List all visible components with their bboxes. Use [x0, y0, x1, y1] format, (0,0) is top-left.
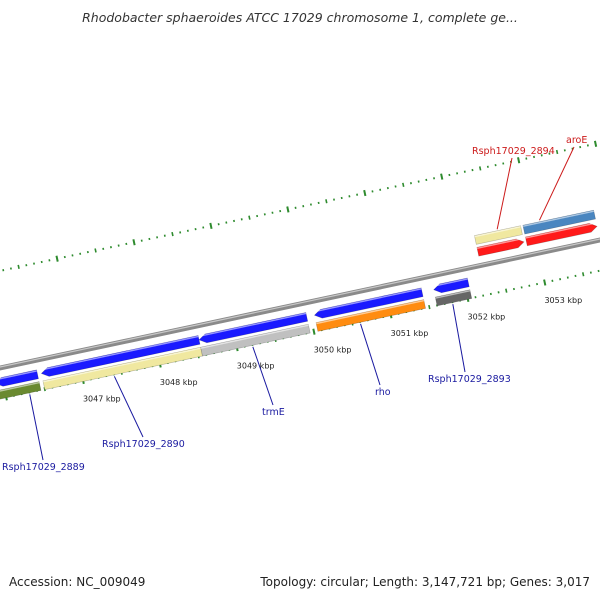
gene-label[interactable]: aroE	[539, 135, 587, 221]
scale-tick	[428, 304, 431, 310]
gene-label[interactable]: rho	[360, 323, 391, 398]
scale-tick	[94, 248, 97, 253]
upper-tick-row	[2, 140, 598, 272]
reverse-gene-arrow[interactable]	[198, 312, 309, 344]
gene-label-text: trmE	[262, 407, 285, 418]
scale-tick	[517, 157, 521, 164]
accession-text: Accession: NC_009049	[9, 575, 146, 589]
kbp-label: 3048 kbp	[160, 378, 198, 387]
scale-tick	[581, 272, 585, 277]
gene-label[interactable]: trmE	[252, 346, 285, 418]
reverse-gene-box[interactable]	[315, 299, 426, 332]
reverse-gene-arrow[interactable]	[433, 277, 470, 294]
gene-label[interactable]: Rsph17029_2894	[472, 146, 555, 230]
reverse-gene-box[interactable]	[200, 323, 311, 357]
reverse-gene-box[interactable]	[434, 289, 473, 307]
scale-tick	[171, 231, 174, 237]
kbp-label: 3053 kbp	[544, 296, 582, 305]
kbp-label: 3049 kbp	[237, 362, 275, 371]
scale-tick	[440, 173, 444, 180]
page-title: Rhodobacter sphaeroides ATCC 17029 chrom…	[82, 10, 518, 25]
forward-gene-arrow[interactable]	[476, 237, 525, 257]
forward-gene-arrow[interactable]	[525, 222, 598, 247]
kbp-label: 3047 kbp	[83, 395, 121, 404]
genome-backbone	[0, 237, 600, 371]
scale-tick	[478, 166, 482, 171]
gene-label[interactable]: Rsph17029_2889	[2, 394, 85, 473]
genome-summary-text: Topology: circular; Length: 3,147,721 bp…	[260, 575, 590, 589]
scale-tick	[593, 140, 598, 147]
gene-label-text: aroE	[566, 135, 587, 146]
scale-tick	[363, 189, 367, 197]
reverse-gene-arrow[interactable]	[313, 287, 424, 320]
scale-tick	[55, 255, 59, 262]
kbp-label: 3050 kbp	[314, 345, 352, 354]
scale-tick	[312, 328, 316, 335]
scale-tick	[325, 199, 328, 204]
forward-gene-box[interactable]	[522, 209, 596, 235]
scale-tick	[132, 239, 136, 246]
gene-label[interactable]: Rsph17029_2890	[102, 376, 185, 450]
scale-tick	[248, 215, 251, 220]
reverse-gene-arrow[interactable]	[0, 369, 39, 388]
scale-tick	[505, 288, 508, 293]
gene-label[interactable]: Rsph17029_2893	[428, 304, 511, 385]
scale-tick	[402, 182, 405, 187]
kbp-label: 3052 kbp	[468, 312, 506, 321]
forward-gene-box[interactable]	[474, 225, 523, 245]
scale-tick	[209, 222, 213, 230]
gene-label-text: rho	[375, 387, 391, 398]
scale-tick	[17, 264, 20, 270]
gene-label-text: Rsph17029_2893	[428, 374, 511, 385]
reverse-gene-box[interactable]	[0, 381, 42, 400]
scale-tick	[543, 279, 547, 286]
gene-label-text: Rsph17029_2889	[2, 462, 85, 473]
genome-backbone-highlight	[0, 238, 600, 368]
scale-tick	[286, 206, 290, 213]
gene-label-text: Rsph17029_2894	[472, 146, 555, 157]
scale-tick	[555, 149, 559, 155]
kbp-label: 3051 kbp	[391, 329, 429, 338]
gene-label-text: Rsph17029_2890	[102, 439, 185, 450]
